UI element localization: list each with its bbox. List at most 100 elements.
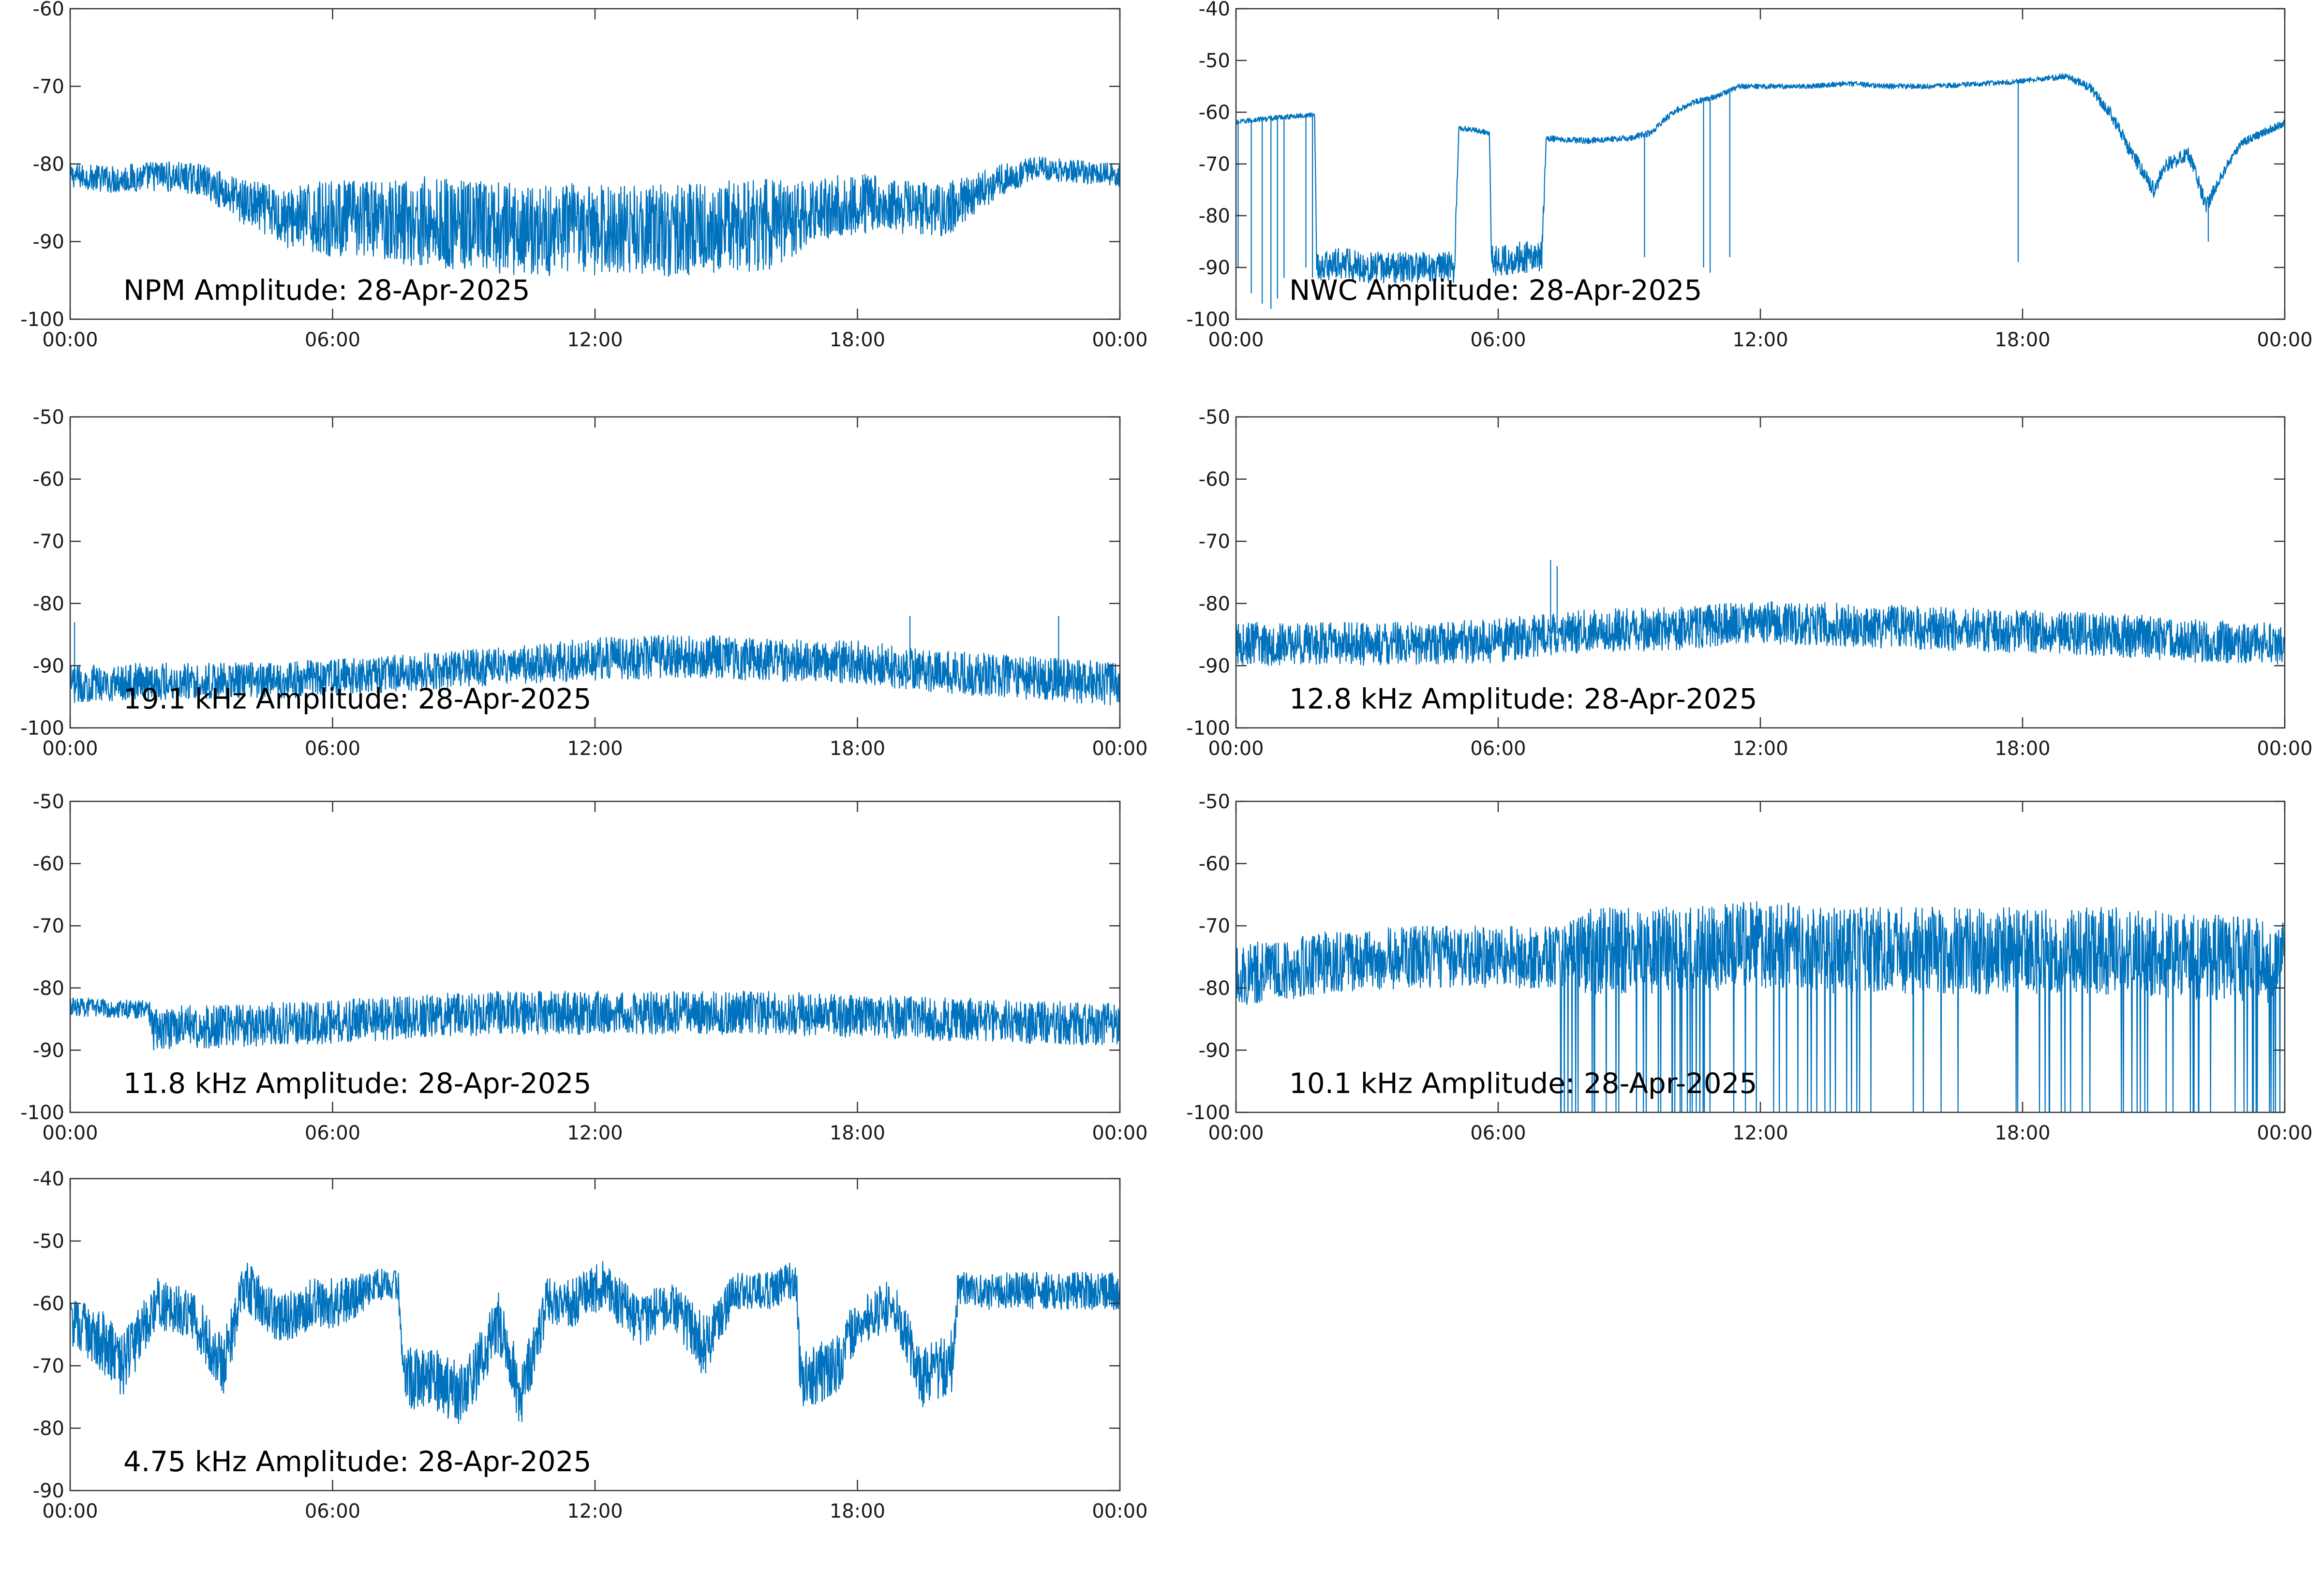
panel-title: 10.1 kHz Amplitude: 28-Apr-2025 [1289,1067,1757,1100]
x-tick-label: 00:00 [1092,1122,1147,1144]
x-tick-label: 18:00 [1995,1122,2050,1144]
panel-title: 12.8 kHz Amplitude: 28-Apr-2025 [1289,682,1757,715]
y-tick-label: -50 [33,791,64,813]
x-tick-label: 00:00 [1092,1500,1147,1522]
y-tick-label: -50 [33,1230,64,1253]
y-tick-label: -100 [20,309,64,331]
x-tick-label: 18:00 [830,1122,885,1144]
x-tick-label: 06:00 [305,1500,360,1522]
y-tick-label: -90 [33,231,64,253]
panel-title: 4.75 kHz Amplitude: 28-Apr-2025 [123,1445,591,1478]
y-tick-label: -80 [1199,977,1230,1000]
x-tick-label: 12:00 [1732,329,1788,351]
y-tick-label: -80 [33,977,64,1000]
x-tick-label: 06:00 [305,329,360,351]
y-tick-label: -80 [33,153,64,176]
y-tick-label: -60 [33,0,64,20]
y-tick-label: -40 [1199,0,1230,20]
chart-panel-7: -90 -80 -70 -60 -50 -40 00:00 06:00 12:00 18:00 00… [33,1168,1148,1522]
x-tick-label: 12:00 [567,1122,623,1144]
amplitude-trace [70,616,1120,706]
x-tick-label: 18:00 [830,1500,885,1522]
y-tick-label: -70 [33,915,64,937]
x-tick-label: 00:00 [1208,1122,1264,1144]
x-tick-label: 12:00 [567,738,623,760]
x-tick-label: 12:00 [567,329,623,351]
y-tick-label: -60 [33,1293,64,1315]
x-tick-label: 06:00 [305,1122,360,1144]
chart-panel-2: -100 -90 -80 -70 -60 -50 -40 00:00 06:00 12:00 18:… [1186,0,2312,351]
x-tick-label: 00:00 [42,1122,98,1144]
chart-panel-5: -100 -90 -80 -70 -60 -50 00:00 06:00 12:00 18:00 0… [20,791,1147,1144]
chart-panel-3: -100 -90 -80 -70 -60 -50 00:00 06:00 12:00 18:00 0… [20,406,1147,760]
axes-frame [69,800,1121,1113]
y-tick-label: -90 [33,655,64,677]
x-tick-label: 12:00 [1732,738,1788,760]
panel-title: NPM Amplitude: 28-Apr-2025 [123,274,530,307]
x-tick-label: 00:00 [1092,329,1147,351]
x-tick-label: 12:00 [567,1500,623,1522]
amplitude-trace [70,156,1120,277]
y-tick-label: -100 [1186,309,1230,331]
panel-title: 19.1 kHz Amplitude: 28-Apr-2025 [123,682,591,715]
x-tick-label: 00:00 [42,329,98,351]
y-tick-label: -50 [1199,406,1230,429]
y-tick-label: -70 [33,1355,64,1377]
x-tick-label: 18:00 [1995,738,2050,760]
y-tick-label: -50 [33,406,64,429]
x-tick-label: 00:00 [2257,1122,2312,1144]
x-tick-label: 00:00 [2257,738,2312,760]
y-tick-label: -90 [1199,1039,1230,1062]
axes-frame [1235,8,2286,320]
y-tick-label: -100 [20,717,64,739]
y-tick-label: -80 [1199,593,1230,615]
y-tick-label: -100 [1186,1102,1230,1124]
y-tick-label: -50 [1199,50,1230,72]
x-tick-label: 06:00 [1470,329,1526,351]
panel-title: NWC Amplitude: 28-Apr-2025 [1289,274,1702,307]
y-tick-label: -80 [1199,205,1230,227]
panel-title: 11.8 kHz Amplitude: 28-Apr-2025 [123,1067,591,1100]
x-tick-label: 00:00 [1208,329,1264,351]
y-tick-label: -50 [1199,791,1230,813]
x-tick-label: 00:00 [42,1500,98,1522]
y-tick-label: -90 [33,1480,64,1502]
y-tick-label: -40 [33,1168,64,1190]
y-tick-label: -70 [1199,531,1230,553]
x-tick-label: 06:00 [1470,738,1526,760]
x-tick-label: 06:00 [305,738,360,760]
x-tick-label: 06:00 [1470,1122,1526,1144]
y-tick-label: -70 [33,531,64,553]
y-tick-label: -60 [1199,102,1230,124]
axes-frame [1235,416,2286,729]
amplitude-trace [70,1261,1120,1424]
y-tick-label: -60 [1199,853,1230,875]
chart-panel-6: -100 -90 -80 -70 -60 -50 00:00 06:00 12:00 18:00 0… [1186,791,2312,1144]
y-tick-label: -60 [1199,469,1230,491]
x-tick-label: 00:00 [42,738,98,760]
y-tick-label: -80 [33,1418,64,1440]
amplitude-trace [1236,560,2285,666]
amplitude-trace [70,990,1120,1050]
x-tick-label: 12:00 [1732,1122,1788,1144]
y-tick-label: -60 [33,853,64,875]
y-tick-label: -90 [1199,257,1230,279]
x-tick-label: 00:00 [1208,738,1264,760]
chart-panel-1: -100 -90 -80 -70 -60 00:00 06:00 12:00 18:00 00:0… [20,0,1147,351]
x-tick-label: 18:00 [1995,329,2050,351]
x-tick-label: 18:00 [830,329,885,351]
y-tick-label: -70 [33,76,64,98]
y-tick-label: -70 [1199,153,1230,176]
y-tick-label: -70 [1199,915,1230,937]
y-tick-label: -100 [1186,717,1230,739]
chart-panel-4: -100 -90 -80 -70 -60 -50 00:00 06:00 12:00 18:00 0… [1186,406,2312,760]
y-tick-label: -90 [33,1039,64,1062]
amplitude-trace [1236,73,2285,309]
x-tick-label: 00:00 [2257,329,2312,351]
y-tick-label: -80 [33,593,64,615]
x-tick-label: 00:00 [1092,738,1147,760]
x-tick-label: 18:00 [830,738,885,760]
amplitude-trace [1236,901,2285,1112]
